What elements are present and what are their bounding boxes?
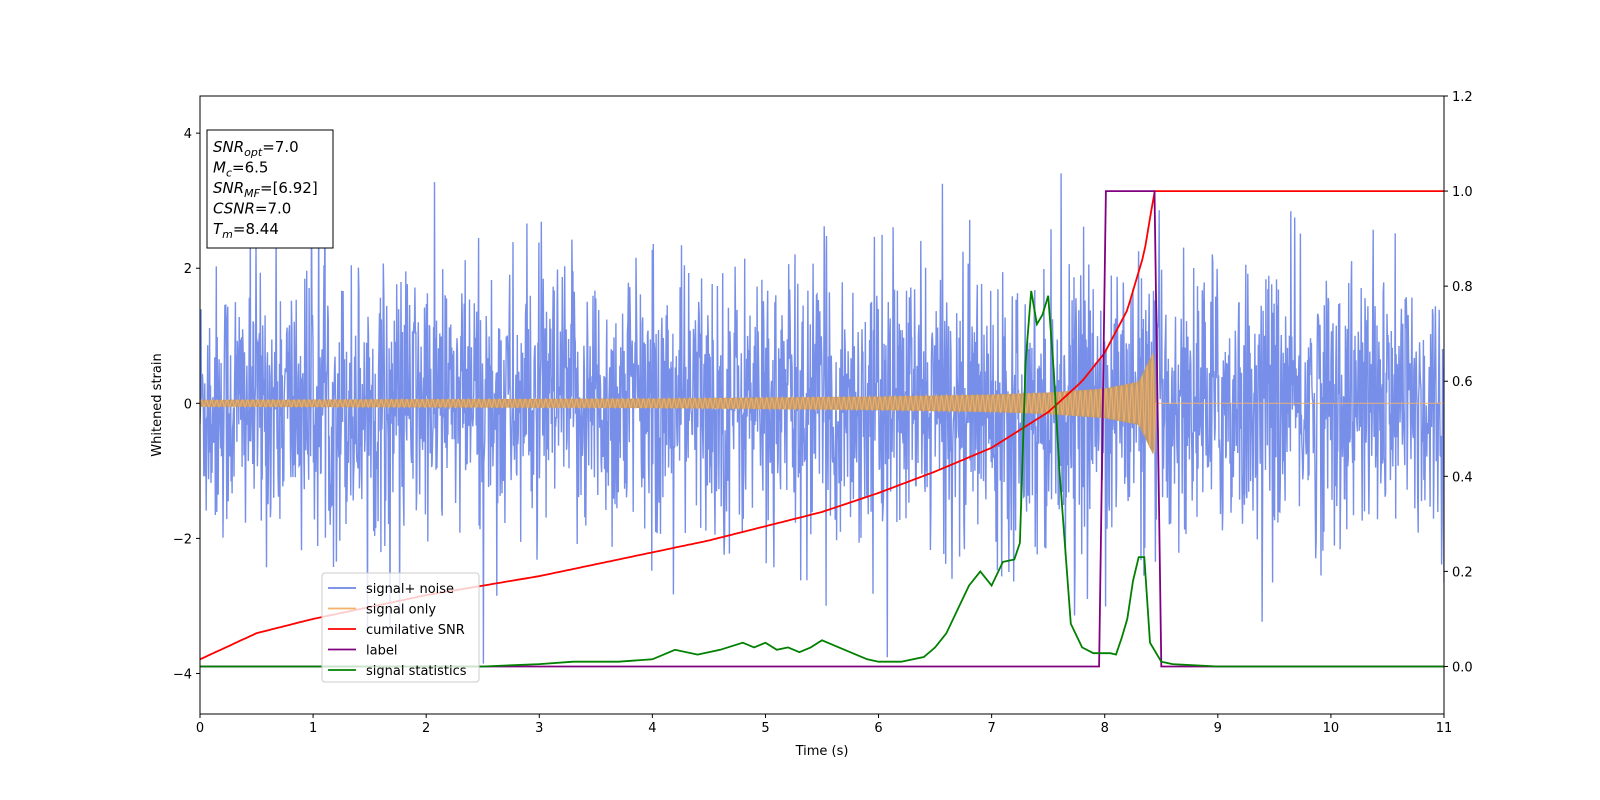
annotation-line: CSNR=7.0 bbox=[213, 200, 291, 218]
axes-frame bbox=[199, 95, 1445, 715]
legend-entry: signal+ noise bbox=[366, 582, 454, 597]
x-tick-label: 0 bbox=[196, 721, 204, 736]
y2-tick-label: 1.2 bbox=[1452, 90, 1473, 105]
y-tick-label: 4 bbox=[184, 127, 192, 142]
y2-tick-label: 1.0 bbox=[1452, 185, 1473, 200]
signal-noise-line bbox=[200, 146, 1444, 664]
annotation-line: Tm=8.44 bbox=[213, 220, 279, 241]
signal-only-line bbox=[200, 354, 1444, 453]
series-signal-statistics bbox=[200, 290, 1444, 668]
x-tick-label: 10 bbox=[1323, 721, 1340, 736]
legend: signal+ noise signal only cumilative SNR la… bbox=[321, 572, 480, 683]
y-axis-label: Whitened strain bbox=[150, 353, 165, 456]
y2-tick-label: 0.2 bbox=[1452, 565, 1473, 580]
x-axis-ticks: 0 1 2 3 4 5 6 7 8 9 10 11 bbox=[196, 714, 1452, 736]
signal-statistics-line bbox=[200, 290, 1444, 668]
y2-tick-label: 0.6 bbox=[1452, 375, 1473, 390]
x-tick-label: 6 bbox=[874, 721, 882, 736]
y2-tick-label: 0.4 bbox=[1452, 470, 1473, 485]
x-tick-label: 4 bbox=[648, 721, 656, 736]
y-axis-ticks: −4 −2 0 2 4 bbox=[173, 127, 200, 682]
series-signal-noise bbox=[200, 146, 1444, 664]
y2-tick-label: 0.8 bbox=[1452, 280, 1473, 295]
y-tick-label: 0 bbox=[184, 397, 192, 412]
y-tick-label: −2 bbox=[173, 532, 192, 547]
y2-tick-label: 0.0 bbox=[1452, 660, 1473, 675]
annotation-line: SNRopt=7.0 bbox=[213, 138, 299, 159]
legend-entry: signal only bbox=[366, 603, 436, 618]
y-tick-label: 2 bbox=[184, 262, 192, 277]
legend-entry: signal statistics bbox=[366, 664, 467, 679]
x-tick-label: 3 bbox=[535, 721, 543, 736]
x-tick-label: 2 bbox=[422, 721, 430, 736]
series-signal-only bbox=[200, 351, 1444, 455]
legend-entry: cumilative SNR bbox=[366, 623, 465, 638]
y2-axis-ticks: 0.0 0.2 0.4 0.6 0.8 1.0 1.2 bbox=[1444, 90, 1473, 675]
x-tick-label: 7 bbox=[987, 721, 995, 736]
x-tick-label: 9 bbox=[1214, 721, 1222, 736]
x-tick-label: 8 bbox=[1101, 721, 1109, 736]
x-tick-label: 11 bbox=[1436, 721, 1453, 736]
annotation-line: Mc=6.5 bbox=[213, 159, 268, 180]
legend-entry: label bbox=[366, 644, 397, 659]
x-axis-label: Time (s) bbox=[795, 744, 849, 759]
x-tick-label: 5 bbox=[761, 721, 769, 736]
x-tick-label: 1 bbox=[309, 721, 317, 736]
y-tick-label: −4 bbox=[173, 667, 192, 682]
annotation-line: SNRMF=[6.92] bbox=[213, 179, 318, 200]
